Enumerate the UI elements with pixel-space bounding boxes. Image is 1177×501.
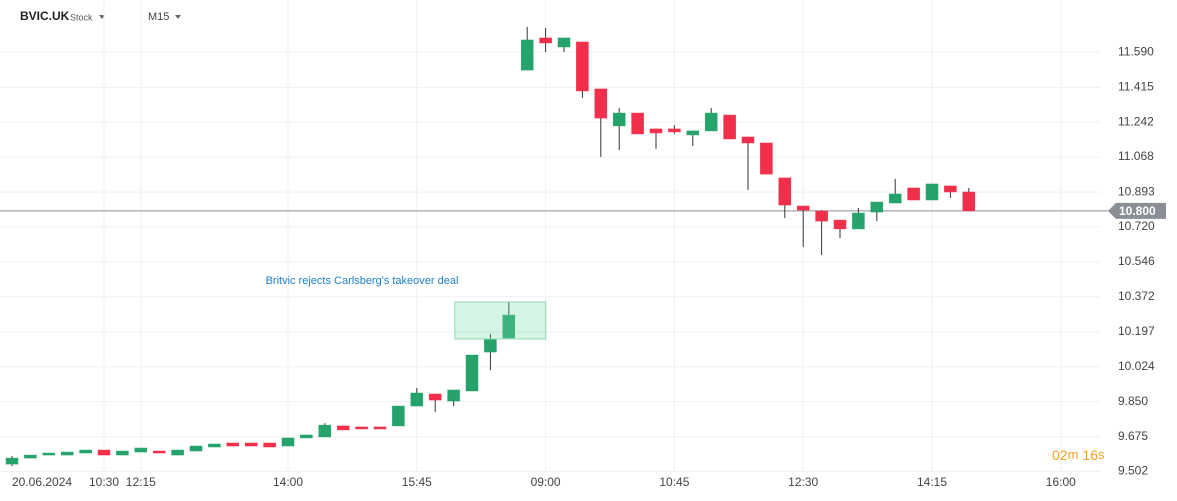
x-tick-label: 16:00 xyxy=(1046,475,1076,489)
candle-body xyxy=(24,454,37,459)
candle-body xyxy=(741,136,755,144)
candle-body xyxy=(852,212,865,230)
candle-body xyxy=(355,426,368,430)
y-tick-label: 9.675 xyxy=(1118,429,1148,443)
candle-body xyxy=(723,114,736,140)
y-tick-label: 10.024 xyxy=(1118,359,1155,373)
candle-body xyxy=(520,39,534,71)
candle-body xyxy=(42,452,56,456)
y-tick-label: 11.068 xyxy=(1118,149,1154,163)
countdown-unit: s xyxy=(1098,447,1105,462)
current-price-label: 10.800 xyxy=(1119,204,1156,218)
interval[interactable]: M15 xyxy=(148,11,169,23)
candle-body xyxy=(373,426,387,430)
candle-body xyxy=(97,449,111,456)
candle-body xyxy=(263,442,276,448)
x-tick-label: 09:00 xyxy=(531,475,561,489)
candle-body xyxy=(484,338,497,353)
y-tick-label: 9.502 xyxy=(1118,464,1148,478)
candle-body xyxy=(557,37,571,48)
x-tick-label: 12:15 xyxy=(126,475,156,489)
y-tick-label: 10.720 xyxy=(1118,219,1155,233)
x-tick-label: 10:30 xyxy=(89,475,119,489)
candle-body xyxy=(796,205,810,211)
y-tick-label: 11.590 xyxy=(1118,44,1154,58)
candle-body xyxy=(116,450,129,456)
candle-body xyxy=(944,185,957,193)
candle-body xyxy=(152,450,166,454)
annotation-text: Britvic rejects Carlsberg's takeover dea… xyxy=(266,275,459,287)
candle-body xyxy=(410,392,424,407)
candle-body xyxy=(134,447,148,453)
candle-body xyxy=(5,457,19,465)
candle-body xyxy=(594,88,608,119)
candle-body xyxy=(300,434,313,439)
candle-body xyxy=(962,191,976,212)
candle-body xyxy=(833,219,847,230)
x-tick-label: 15:45 xyxy=(402,475,432,489)
candle-body xyxy=(392,405,405,427)
countdown-unit: m xyxy=(1068,447,1079,462)
candle-body xyxy=(815,210,828,222)
candle-body xyxy=(281,437,295,447)
header: BVIC.UK Stock M15 xyxy=(20,9,181,23)
candle-body xyxy=(907,187,920,201)
annotation-highlight xyxy=(454,301,547,340)
candle-body xyxy=(447,389,460,402)
candle-body xyxy=(244,442,258,447)
y-tick-label: 11.242 xyxy=(1118,114,1154,128)
x-tick-label: 14:15 xyxy=(917,475,947,489)
candle-body xyxy=(686,130,700,136)
candle-body xyxy=(778,177,792,206)
candle-body xyxy=(189,445,203,452)
candle-body xyxy=(79,449,92,454)
candle-body xyxy=(612,112,626,127)
current-price-tag xyxy=(1108,202,1166,219)
candle-body xyxy=(760,142,773,175)
countdown-seconds: 16 xyxy=(1082,447,1098,463)
candle-body xyxy=(171,449,184,456)
y-tick-label: 9.850 xyxy=(1118,394,1148,408)
candle-body xyxy=(576,41,589,92)
candle-body xyxy=(631,112,644,135)
candle-body xyxy=(539,37,552,44)
candle-body xyxy=(428,393,442,401)
candle-body xyxy=(465,354,479,392)
y-tick-label: 10.197 xyxy=(1118,324,1155,338)
x-tick-label: 10:45 xyxy=(659,475,689,489)
y-tick-label: 11.415 xyxy=(1118,80,1154,94)
countdown: 02m 16s xyxy=(1052,447,1105,463)
candle-body xyxy=(318,424,332,438)
candle-body xyxy=(649,128,663,134)
y-tick-label: 10.372 xyxy=(1118,289,1155,303)
x-tick-label: 20.06.2024 xyxy=(12,475,72,489)
y-tick-label: 10.546 xyxy=(1118,254,1155,268)
candle-body xyxy=(336,425,350,431)
countdown-minutes: 02 xyxy=(1052,447,1068,463)
candle-body xyxy=(208,443,221,448)
candle-body xyxy=(870,201,884,213)
dropdown-arrow[interactable] xyxy=(175,15,181,19)
candle-body xyxy=(502,314,516,339)
symbol[interactable]: BVIC.UK xyxy=(20,9,70,23)
candle-body xyxy=(925,183,939,201)
candle-body xyxy=(668,128,681,133)
asset-type: Stock xyxy=(70,12,93,22)
x-tick-label: 12:30 xyxy=(788,475,818,489)
x-tick-label: 14:00 xyxy=(273,475,303,489)
candle-body xyxy=(60,451,74,456)
candle-body xyxy=(888,193,902,204)
y-tick-label: 10.893 xyxy=(1118,184,1155,198)
candle-body xyxy=(704,112,718,132)
candle-body xyxy=(226,442,240,447)
